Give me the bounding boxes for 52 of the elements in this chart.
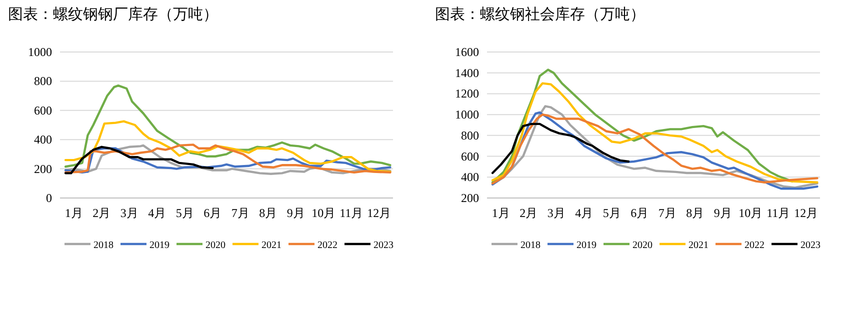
y-tick-label: 1600 <box>455 45 479 59</box>
legend-label: 2018 <box>94 240 114 251</box>
chart-title: 图表：螺纹钢钢厂库存（万吨） <box>8 6 218 23</box>
x-tick-label: 3月 <box>547 206 566 220</box>
x-tick-label: 4月 <box>148 206 166 220</box>
x-tick-label: 5月 <box>602 206 621 220</box>
x-tick-label: 7月 <box>658 206 676 220</box>
y-tick-label: 800 <box>34 74 52 88</box>
x-tick-label: 3月 <box>120 206 138 220</box>
legend-label: 2019 <box>150 240 170 251</box>
x-tick-label: 2月 <box>520 206 538 220</box>
legend-label: 2023 <box>374 240 394 251</box>
y-tick-label: 800 <box>461 128 479 142</box>
x-tick-label: 2月 <box>92 206 111 220</box>
x-tick-label: 1月 <box>64 206 83 220</box>
legend-label: 2020 <box>632 240 652 251</box>
x-tick-label: 7月 <box>231 206 250 220</box>
x-tick-label: 6月 <box>204 206 222 220</box>
legend-label: 2023 <box>800 240 820 251</box>
x-tick-label: 10月 <box>738 206 763 220</box>
y-tick-label: 1400 <box>455 66 479 80</box>
legend-label: 2022 <box>318 240 338 251</box>
y-tick-label: 0 <box>46 191 52 205</box>
legend-label: 2021 <box>688 240 708 251</box>
x-tick-label: 9月 <box>714 206 732 220</box>
y-tick-label: 1000 <box>455 108 479 122</box>
y-tick-label: 600 <box>461 149 479 164</box>
legend-label: 2018 <box>520 240 540 251</box>
chart-title: 图表：螺纹钢社会库存（万吨） <box>435 6 645 23</box>
legend-label: 2019 <box>576 240 596 251</box>
y-tick-label: 1200 <box>455 86 479 101</box>
legend-label: 2020 <box>206 240 226 251</box>
y-tick-label: 200 <box>34 162 52 176</box>
x-tick-label: 1月 <box>492 206 510 220</box>
y-tick-label: 600 <box>34 103 52 118</box>
x-tick-label: 11月 <box>766 206 790 220</box>
y-tick-label: 400 <box>34 132 52 147</box>
y-tick-label: 400 <box>461 170 479 184</box>
x-tick-label: 8月 <box>259 206 278 220</box>
x-tick-label: 12月 <box>794 206 818 220</box>
y-tick-label: 1000 <box>28 45 52 59</box>
legend-label: 2022 <box>744 240 764 251</box>
x-tick-label: 4月 <box>575 206 594 220</box>
x-tick-label: 5月 <box>176 206 194 220</box>
legend-label: 2021 <box>262 240 282 251</box>
x-tick-label: 6月 <box>630 206 649 220</box>
x-tick-label: 12月 <box>367 206 392 220</box>
x-tick-label: 9月 <box>286 206 305 220</box>
x-tick-label: 8月 <box>686 206 704 220</box>
x-tick-label: 10月 <box>312 206 336 220</box>
x-tick-label: 11月 <box>340 206 364 220</box>
y-tick-label: 200 <box>461 191 479 205</box>
